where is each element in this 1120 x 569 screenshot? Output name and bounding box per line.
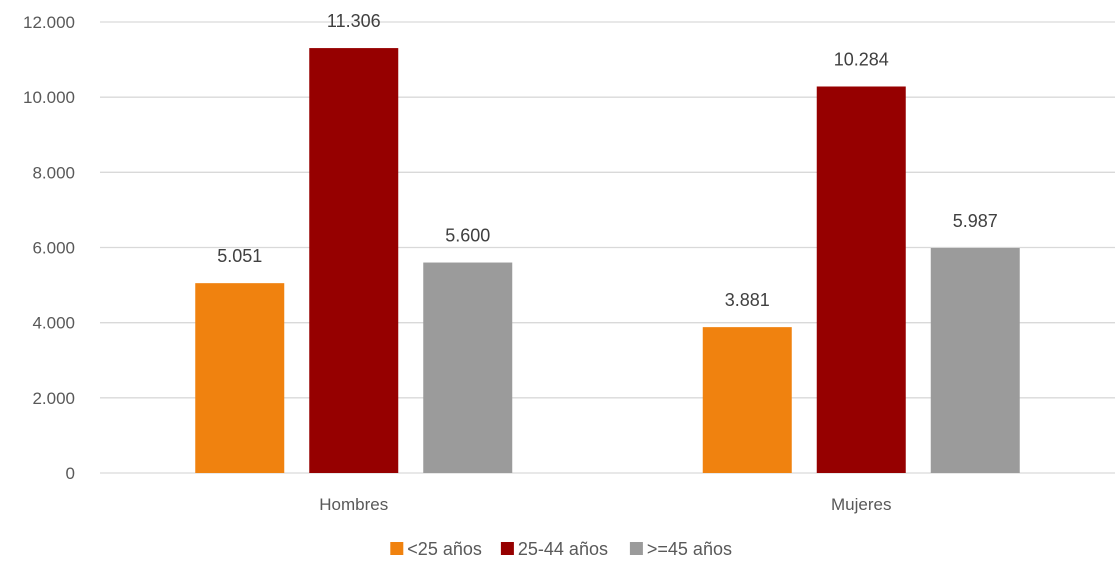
y-tick-label: 6.000 [32, 239, 75, 258]
legend-label: <25 años [407, 539, 482, 559]
data-label: 10.284 [834, 49, 889, 69]
data-label: 3.881 [725, 290, 770, 310]
bar [195, 283, 285, 473]
legend-swatch [390, 542, 404, 555]
bar [702, 327, 792, 473]
legend-label: >=45 años [647, 539, 732, 559]
bar [309, 48, 399, 474]
y-tick-label: 4.000 [32, 314, 75, 333]
y-tick-label: 0 [66, 464, 75, 483]
bar [930, 247, 1020, 473]
data-label: 5.051 [217, 246, 262, 266]
x-category-label: Mujeres [831, 495, 891, 514]
data-label: 11.306 [327, 11, 381, 31]
data-labels: 5.051 11.306 5.600 3.881 10.284 5.987 [217, 11, 998, 310]
legend-label: 25-44 años [518, 539, 608, 559]
x-axis-categories: Hombres Mujeres [319, 495, 891, 514]
data-label: 5.987 [953, 211, 998, 231]
legend: <25 años 25-44 años >=45 años [390, 539, 732, 559]
bar [816, 86, 906, 474]
y-tick-label: 10.000 [23, 88, 75, 107]
legend-swatch [500, 542, 514, 555]
y-tick-label: 2.000 [32, 389, 75, 408]
y-tick-label: 12.000 [23, 13, 75, 32]
data-label: 5.600 [445, 226, 490, 246]
bars [195, 48, 1020, 474]
legend-swatch [629, 542, 643, 555]
bar [423, 262, 513, 473]
y-tick-label: 8.000 [32, 163, 75, 182]
x-category-label: Hombres [319, 495, 388, 514]
y-axis-ticks: 0 2.000 4.000 6.000 8.000 10.000 12.000 [23, 13, 75, 483]
